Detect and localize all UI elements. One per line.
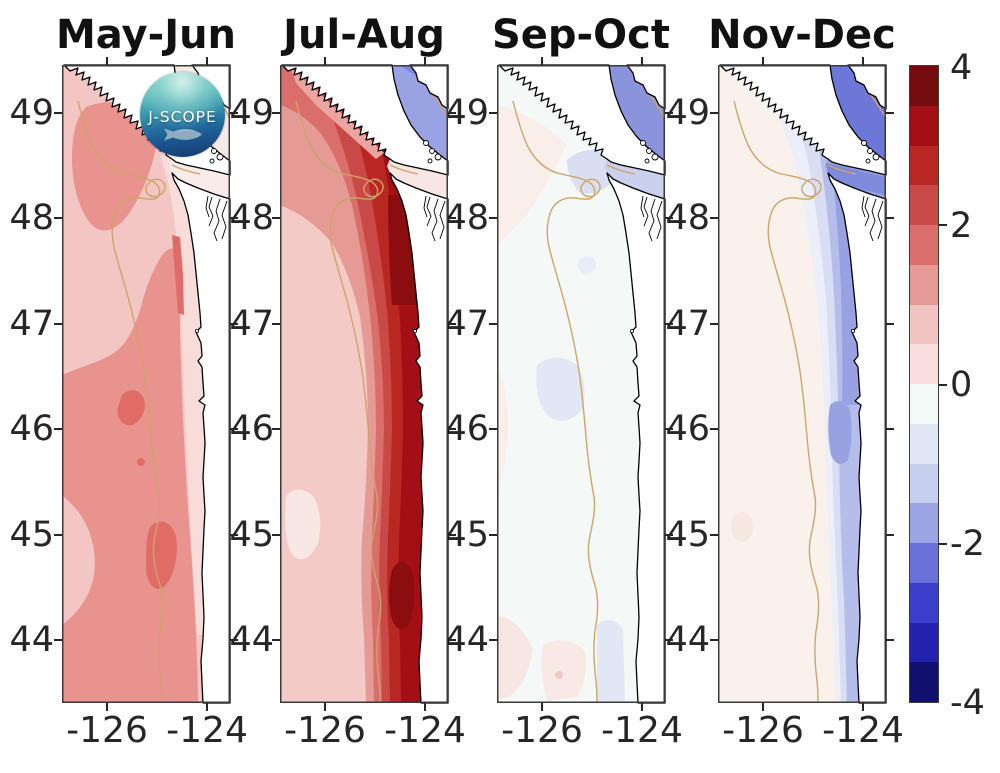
lat-tick-label: 47 xyxy=(9,304,54,344)
colorbar-segment xyxy=(910,463,938,504)
colorbar-segment xyxy=(910,185,938,225)
lon-tick-label: -126 xyxy=(722,710,804,751)
lat-tick-label: 45 xyxy=(9,515,54,555)
colorbar-segment xyxy=(910,503,938,543)
colorbar-segment xyxy=(910,105,938,146)
colorbar-segment xyxy=(910,66,938,106)
colorbar-tick xyxy=(939,224,947,226)
panel-title-sep-oct: Sep-Oct xyxy=(491,12,670,58)
panel-title-may-jun: May-Jun xyxy=(55,12,237,58)
colorbar-segment xyxy=(910,145,938,186)
colorbar-tick-label: -4 xyxy=(950,683,985,723)
map-panel-may-jun xyxy=(53,56,239,712)
colorbar-tick-label: 2 xyxy=(950,206,973,246)
lon-tick-label: -124 xyxy=(166,710,248,751)
jscope-logo-text: J-SCOPE xyxy=(148,108,217,126)
lon-tick-label: -124 xyxy=(822,710,904,751)
colorbar-segment xyxy=(910,582,938,623)
lat-tick-label: 49 xyxy=(9,93,54,133)
panel-title-jul-aug: Jul-Aug xyxy=(283,12,445,58)
colorbar-segment xyxy=(910,543,938,583)
lat-tick-label: 48 xyxy=(9,198,54,238)
colorbar-tick-label: 0 xyxy=(950,365,973,405)
map-panel-jul-aug xyxy=(271,56,457,712)
fish-icon xyxy=(164,128,202,141)
lat-tick-label: 44 xyxy=(9,620,54,660)
colorbar-segment xyxy=(910,264,938,305)
colorbar-tick-label: -2 xyxy=(950,524,985,564)
lon-tick-label: -124 xyxy=(384,710,466,751)
colorbar-segment xyxy=(910,304,938,345)
lat-tick-label: 46 xyxy=(9,409,54,449)
colorbar-segment xyxy=(910,662,938,702)
colorbar-gradient xyxy=(910,66,938,702)
colorbar xyxy=(909,65,939,703)
colorbar-segment xyxy=(910,423,938,464)
jscope-logo: J-SCOPE xyxy=(140,72,225,157)
lon-tick-label: -126 xyxy=(284,710,366,751)
colorbar-tick xyxy=(939,543,947,545)
lon-tick-label: -124 xyxy=(601,710,683,751)
map-panel-nov-dec xyxy=(709,56,895,712)
colorbar-segment xyxy=(910,225,938,265)
colorbar-tick-label: 4 xyxy=(950,48,973,88)
colorbar-segment xyxy=(910,622,938,663)
lon-tick-label: -126 xyxy=(501,710,583,751)
panel-title-nov-dec: Nov-Dec xyxy=(708,12,896,58)
lon-tick-label: -126 xyxy=(66,710,148,751)
map-panel-sep-oct xyxy=(488,56,674,712)
colorbar-segment xyxy=(910,344,938,384)
colorbar-tick xyxy=(939,384,947,386)
colorbar-segment xyxy=(910,384,938,424)
